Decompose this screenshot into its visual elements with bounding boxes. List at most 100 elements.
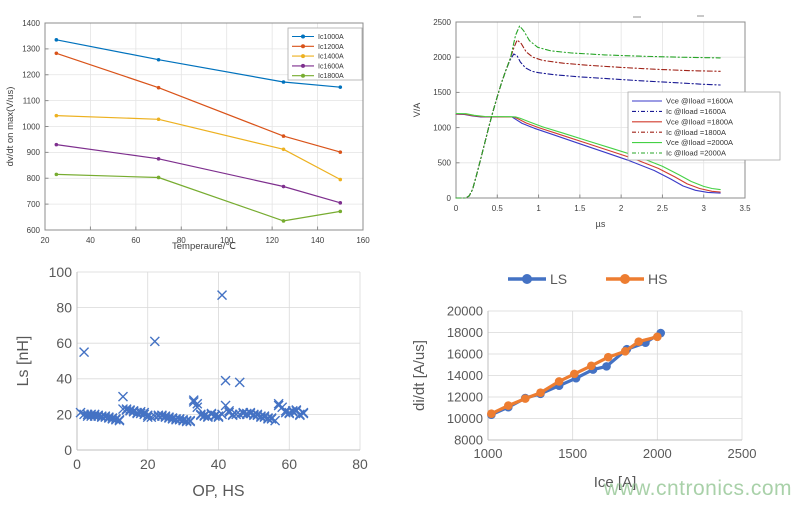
tick-label: 1 (536, 204, 541, 213)
marker (338, 85, 343, 89)
marker (504, 401, 513, 410)
tick-label: 2500 (728, 446, 757, 461)
marker (586, 361, 596, 371)
marker (338, 177, 343, 182)
tick-label: 500 (438, 159, 452, 168)
tick-label: 1000 (474, 446, 503, 461)
legend-label: Ic1000A (318, 34, 344, 41)
tick-label: 8000 (454, 433, 483, 448)
legend-label: Ic @Iload =2000A (666, 149, 726, 158)
marker (156, 117, 161, 122)
tick-label: 14000 (447, 368, 483, 383)
marker (620, 347, 630, 356)
tick-label: 2000 (643, 446, 672, 461)
marker (156, 85, 161, 90)
tick-label: 1000 (22, 122, 40, 131)
legend-label: Vce @Iload =2000A (666, 138, 733, 147)
legend-label: Ic1400A (318, 54, 344, 61)
tick-label: 60 (281, 456, 297, 472)
tick-label: 20 (140, 456, 156, 472)
chart-switching-waveforms: 0 0.5 1 1.5 2 2.5 3 3.5 0 500 1000 1500 2000 2500 µs V/… (412, 15, 781, 229)
tick-label: 0 (73, 456, 81, 472)
tick-label: 2000 (433, 53, 451, 62)
y-axis-label: Ls [nH] (15, 336, 32, 387)
marker (281, 134, 286, 138)
tick-label: 100 (49, 264, 73, 280)
series-Ic1200A (55, 52, 341, 153)
legend: Ic1000A Ic1200A Ic1400A Ic1600A Ic1800A (287, 27, 363, 81)
x-axis-label: µs (596, 219, 606, 229)
marker (634, 337, 644, 346)
marker (338, 150, 343, 154)
marker (156, 57, 161, 62)
tick-label: 0 (454, 204, 459, 213)
marker (54, 172, 59, 177)
marker (602, 362, 611, 371)
axes-frame (44, 22, 364, 231)
axes-frame (76, 272, 360, 451)
marker (281, 219, 286, 223)
tick-label: 12000 (447, 390, 483, 405)
marker (554, 377, 564, 386)
tick-label: 0 (64, 442, 72, 458)
marker (54, 51, 59, 56)
marker (281, 80, 286, 84)
y-axis-label: dv/dt on max(V/us) (5, 87, 16, 167)
legend-label: HS (648, 271, 667, 287)
y-axis-label: V/A (412, 103, 422, 118)
tick-label: 40 (211, 456, 227, 472)
tick-label: 60 (56, 335, 72, 351)
tick-label: 160 (356, 236, 370, 245)
series-Ic @Iload =2000A (455, 25, 721, 199)
marker (54, 113, 59, 118)
chart-dvdt-vs-temperature: 20 40 60 80 100 120 140 160 600 700 800 900 1000 1100… (5, 19, 370, 252)
marker (281, 147, 286, 152)
chart-ls-stray-inductance-scatter: 0 20 40 60 80 0 20 40 60 80 100 OP, HS Ls [nH] (15, 264, 368, 500)
tick-label: 1200 (22, 71, 40, 80)
tick-label: 20000 (447, 304, 483, 319)
tick-label: 600 (27, 226, 41, 235)
axes-frame (487, 311, 742, 441)
marker (156, 175, 161, 180)
tick-label: 0.5 (492, 204, 504, 213)
tick-label: 80 (56, 300, 72, 316)
tick-label: 800 (27, 174, 41, 183)
tick-label: 80 (352, 456, 368, 472)
tick-label: 1400 (22, 19, 40, 28)
y-axis-label: di/dt [A/us] (411, 340, 428, 411)
series-Ic1600A (55, 144, 341, 204)
marker (338, 209, 343, 214)
tick-label: 40 (86, 236, 95, 245)
tick-label: 1.5 (574, 204, 586, 213)
scatter-points (75, 290, 309, 427)
tick-label: 40 (56, 371, 72, 387)
tick-label: 16000 (447, 347, 483, 362)
tick-label: 20 (56, 406, 72, 422)
tick-label: 120 (265, 236, 279, 245)
marker (653, 332, 662, 342)
tick-label: 140 (311, 236, 325, 245)
marker (487, 409, 496, 418)
marker (520, 394, 530, 403)
legend-label: Ic1200A (318, 44, 344, 51)
legend-label: Vce @Iload =1600A (666, 97, 733, 106)
tick-label: 900 (27, 148, 41, 157)
tick-label: 20 (41, 236, 50, 245)
tick-label: 700 (27, 200, 41, 209)
marker (281, 184, 286, 189)
x-axis-label: OP, HS (192, 483, 244, 500)
tick-label: 1500 (433, 88, 451, 97)
legend-label: Ic1800A (318, 73, 344, 80)
tick-label: 18000 (447, 325, 483, 340)
tick-label: 1000 (433, 123, 451, 132)
marker (54, 142, 59, 147)
legend-label: LS (550, 271, 567, 287)
legend-label: Ic @Iload =1600A (666, 107, 726, 116)
tick-label: 2 (619, 204, 624, 213)
series-Ic1400A (55, 115, 341, 181)
gridlines (487, 310, 743, 441)
tick-label: 2.5 (657, 204, 669, 213)
tick-label: 1100 (23, 96, 41, 105)
